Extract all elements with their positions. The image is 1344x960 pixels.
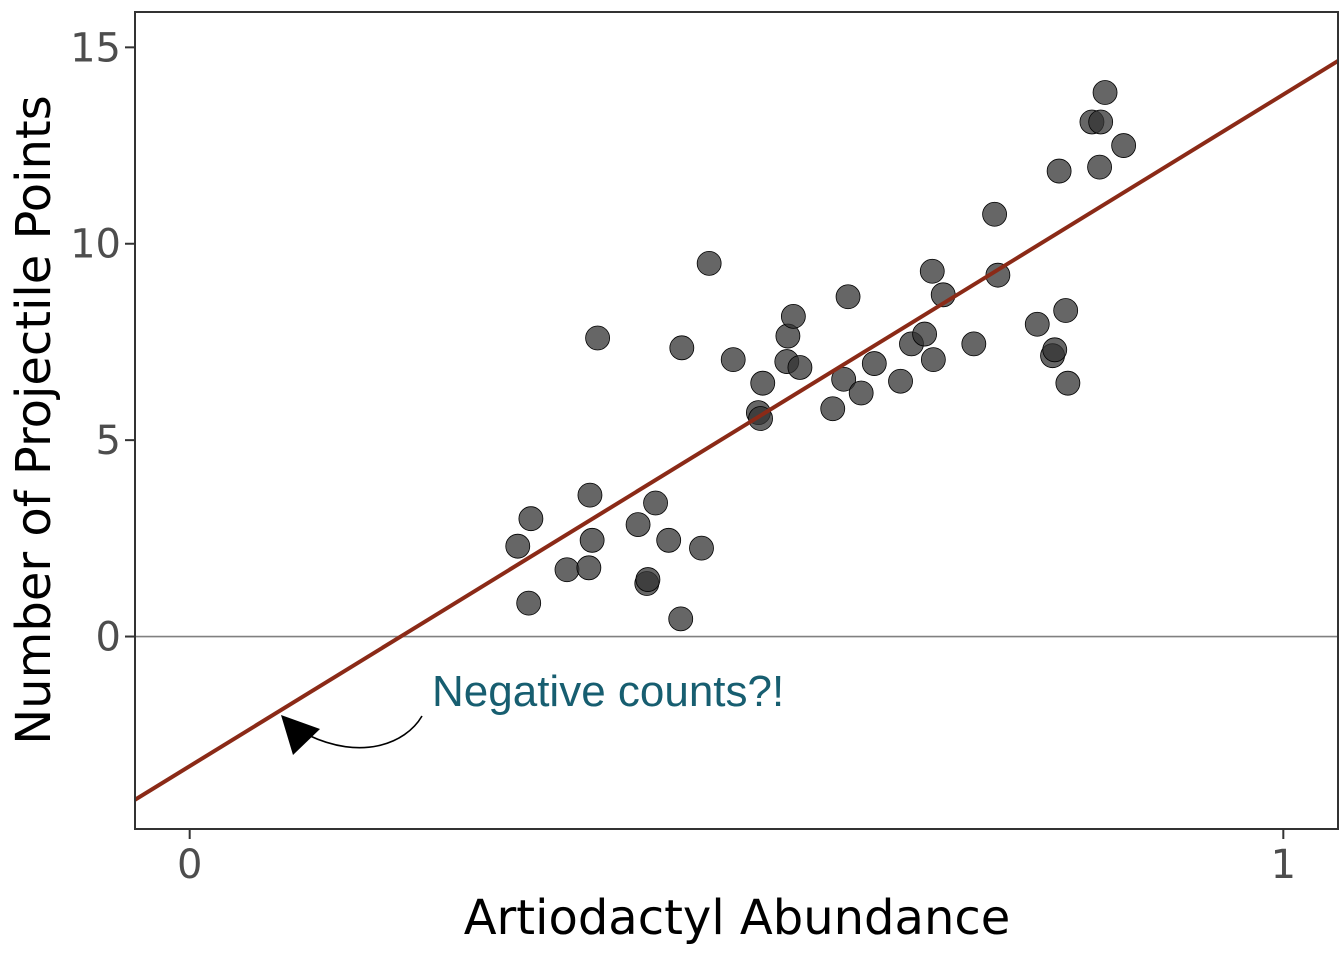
- data-point: [585, 325, 611, 351]
- data-point: [820, 396, 846, 422]
- x-tick-label: 0: [177, 842, 202, 888]
- data-point: [912, 321, 938, 347]
- y-tick-label: 0: [96, 615, 121, 661]
- data-point: [643, 490, 668, 516]
- data-point: [518, 506, 544, 532]
- data-point: [1046, 158, 1072, 184]
- data-point: [669, 335, 695, 361]
- data-point: [1092, 80, 1118, 105]
- annotation-arrow-curve: [307, 715, 423, 749]
- data-point: [1088, 109, 1114, 135]
- data-point: [1024, 311, 1050, 337]
- data-point: [1087, 154, 1112, 180]
- data-point: [831, 366, 857, 392]
- data-point: [920, 347, 946, 373]
- data-point: [787, 355, 813, 380]
- data-point: [696, 250, 722, 276]
- data-point: [1055, 370, 1081, 396]
- data-point: [961, 331, 987, 357]
- data-point: [576, 555, 602, 581]
- data-point: [635, 567, 661, 592]
- data-point: [835, 284, 861, 310]
- panel-background: [135, 12, 1338, 829]
- data-point: [861, 351, 887, 376]
- data-point: [750, 370, 776, 396]
- data-point: [780, 304, 806, 329]
- data-point: [516, 590, 542, 616]
- y-tick-label: 15: [70, 25, 121, 71]
- data-point: [1042, 337, 1068, 363]
- data-point: [982, 201, 1007, 227]
- data-point: [720, 347, 746, 373]
- y-axis-title: Number of Projectile Points: [6, 95, 62, 744]
- data-points: [505, 80, 1137, 632]
- data-point: [919, 258, 945, 284]
- data-point: [1053, 298, 1079, 323]
- y-axis-ticks: 0 5 10 15: [70, 25, 135, 661]
- data-point: [848, 380, 874, 406]
- data-point: [579, 527, 605, 553]
- x-tick-label: 1: [1271, 842, 1296, 888]
- data-point: [689, 535, 714, 561]
- data-point: [888, 368, 913, 394]
- data-point: [577, 482, 603, 508]
- data-point: [505, 533, 531, 559]
- regression-line: [135, 59, 1338, 802]
- panel-border: [134, 11, 1339, 830]
- y-tick-label: 10: [70, 222, 121, 268]
- data-point: [668, 606, 694, 632]
- data-point: [1111, 133, 1137, 158]
- y-tick-label: 5: [96, 418, 121, 464]
- annotation-arrow-head: [281, 715, 320, 755]
- x-axis-title: Artiodactyl Abundance: [464, 890, 1011, 946]
- data-point: [625, 512, 651, 537]
- annotation-label: Negative counts?!: [432, 667, 784, 716]
- data-point: [554, 557, 580, 583]
- data-point: [656, 527, 682, 553]
